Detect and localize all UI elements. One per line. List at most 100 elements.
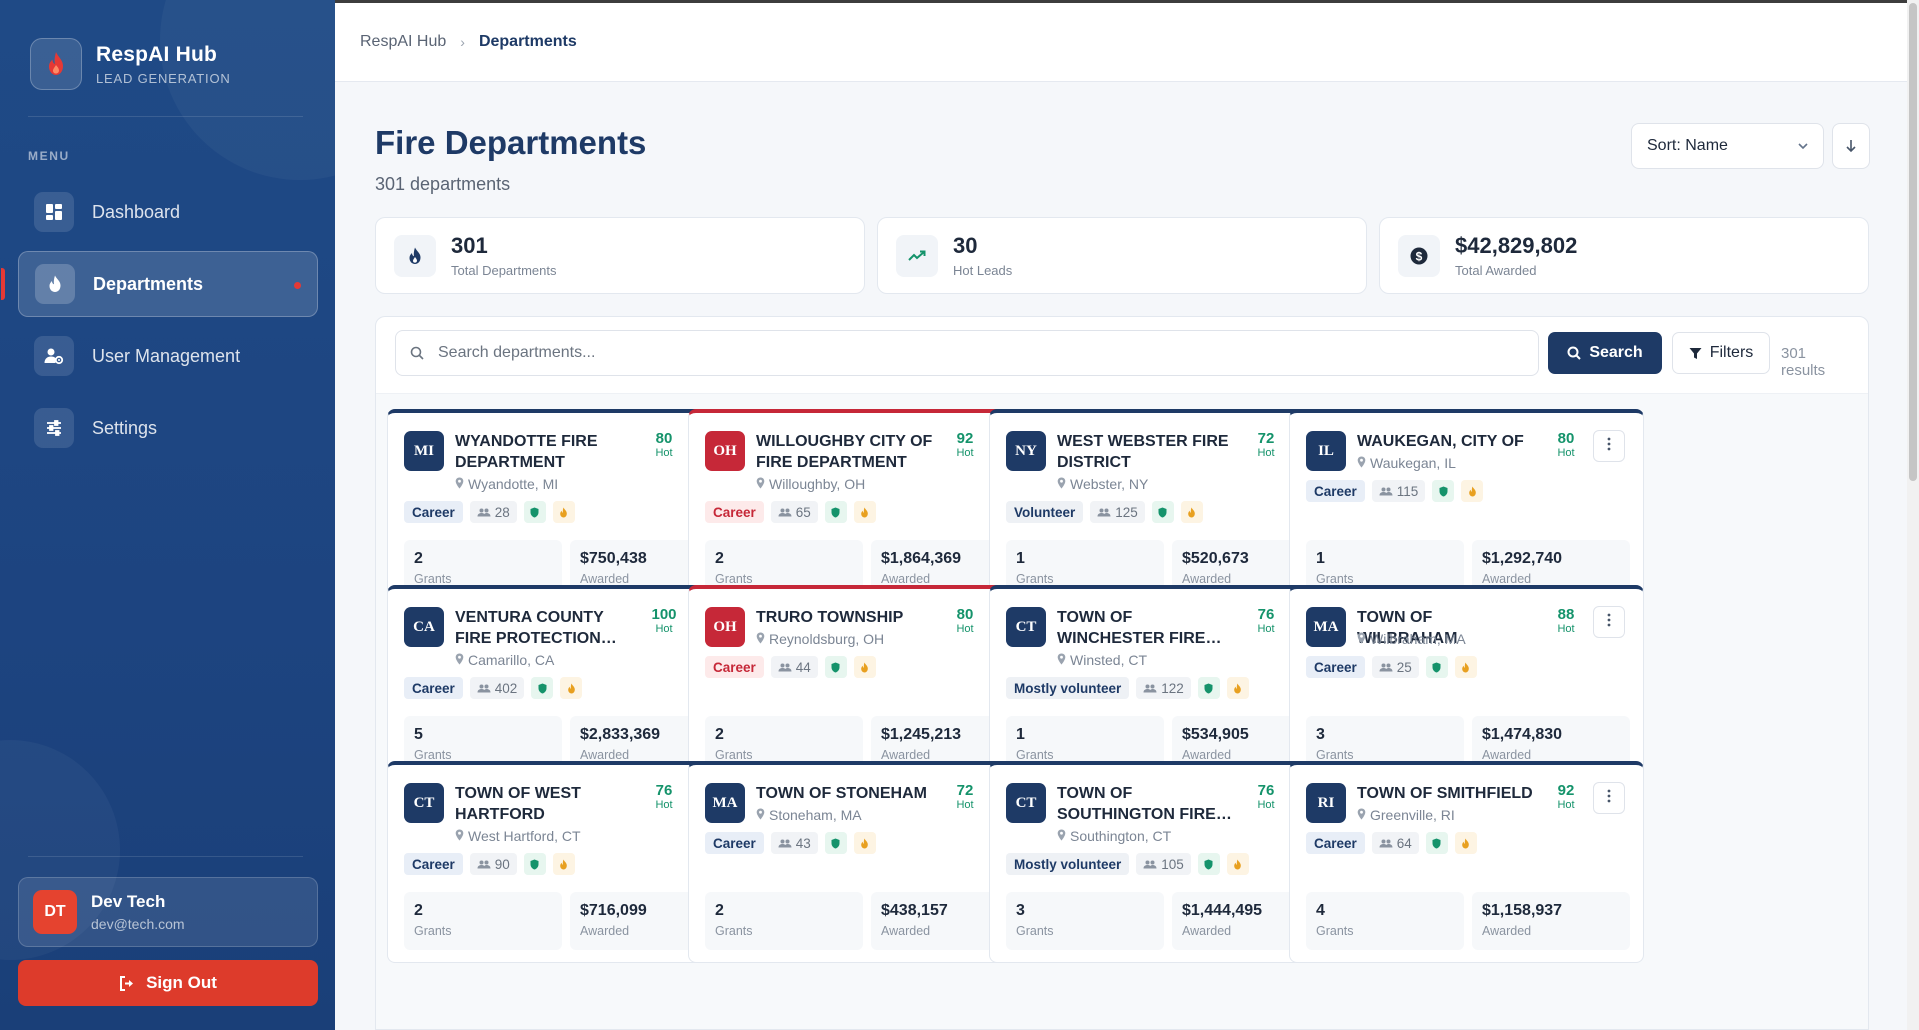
grants-label: Grants bbox=[1016, 924, 1054, 938]
grants-value: 4 bbox=[1316, 902, 1325, 919]
map-pin-icon bbox=[1357, 807, 1370, 823]
personnel-count: 402 bbox=[494, 680, 518, 696]
department-tags: Mostly volunteer 105 bbox=[1006, 853, 1249, 875]
department-type-tag: Career bbox=[404, 677, 463, 699]
scrollbar-thumb[interactable] bbox=[1909, 3, 1917, 481]
awarded-value: $1,158,937 bbox=[1482, 902, 1563, 919]
grants-label: Grants bbox=[414, 748, 452, 762]
sidebar-item-dashboard[interactable]: Dashboard bbox=[18, 179, 318, 245]
shield-icon bbox=[1197, 677, 1220, 699]
lead-score-label: Hot bbox=[956, 447, 974, 459]
users-icon bbox=[1097, 505, 1115, 520]
department-tags: Career 44 bbox=[705, 656, 876, 678]
map-pin-icon bbox=[756, 807, 769, 823]
page-scrollbar[interactable] bbox=[1907, 0, 1919, 1030]
location-text: Camarillo, CA bbox=[468, 652, 555, 668]
department-location: Greenville, RI bbox=[1357, 807, 1455, 823]
personnel-count: 90 bbox=[494, 856, 510, 872]
grants-value: 3 bbox=[1316, 726, 1325, 743]
flame-icon bbox=[394, 234, 436, 277]
sidebar-item-departments[interactable]: Departments bbox=[1, 251, 318, 317]
stat-label: Total Awarded bbox=[1455, 263, 1537, 278]
search-input[interactable] bbox=[438, 344, 1488, 362]
shield-icon bbox=[1425, 832, 1448, 854]
stat-value: $42,829,802 bbox=[1455, 233, 1578, 258]
stat-label: Total Departments bbox=[451, 263, 557, 278]
department-name: TOWN OF SMITHFIELD bbox=[1357, 785, 1533, 802]
lead-score: 76 Hot bbox=[1248, 782, 1284, 812]
lead-score-label: Hot bbox=[1557, 623, 1575, 635]
personnel-count-tag: 43 bbox=[770, 832, 818, 854]
sidebar-item-settings[interactable]: Settings bbox=[18, 395, 318, 461]
department-name: TRURO TOWNSHIP bbox=[756, 609, 904, 626]
department-type-tag: Career bbox=[705, 832, 764, 854]
search-button-label: Search bbox=[1589, 344, 1643, 361]
lead-score-label: Hot bbox=[655, 799, 673, 811]
sidebar-item-user-management[interactable]: User Management bbox=[18, 323, 318, 389]
department-card[interactable]: RI TOWN OF SMITHFIELD Greenville, RI 92 Hot C… bbox=[1289, 761, 1644, 963]
card-more-button[interactable] bbox=[1593, 606, 1625, 638]
grants-value: 3 bbox=[1016, 902, 1025, 919]
results-count: 301 results bbox=[1781, 345, 1826, 379]
awarded-value: $534,905 bbox=[1182, 726, 1249, 743]
department-card[interactable]: MA TOWN OF WILBRAHAM Wilbraham, MA 88 Hot Car… bbox=[1289, 585, 1644, 787]
department-card[interactable]: IL WAUKEGAN, CITY OF Waukegan, IL 80 Hot Care… bbox=[1289, 409, 1644, 611]
awarded-label: Awarded bbox=[580, 924, 630, 938]
lead-score-label: Hot bbox=[1557, 799, 1575, 811]
department-card[interactable]: MI WYANDOTTE FIRE DEPARTMENT Wyandotte, MI… bbox=[387, 409, 742, 611]
flame-icon bbox=[1180, 501, 1203, 523]
department-name: TOWN OF STONEHAM bbox=[756, 785, 927, 802]
map-pin-icon bbox=[1357, 455, 1370, 471]
sort-select[interactable]: Sort: Name bbox=[1631, 123, 1824, 169]
search-button[interactable]: Search bbox=[1548, 332, 1662, 374]
department-tags: Volunteer 125 bbox=[1006, 501, 1203, 523]
brand[interactable]: RespAI Hub LEAD GENERATION bbox=[30, 38, 231, 90]
department-metrics: 4 Grants $1,158,937 Awarded bbox=[1306, 892, 1630, 950]
breadcrumb-root-link[interactable]: RespAI Hub bbox=[360, 33, 447, 50]
department-card[interactable]: CT TOWN OF SOUTHINGTON FIRE DEPARTMENT Sou… bbox=[989, 761, 1344, 963]
map-pin-icon bbox=[756, 631, 769, 647]
card-more-button[interactable] bbox=[1593, 782, 1625, 814]
department-type-tag: Volunteer bbox=[1006, 501, 1084, 523]
users-icon bbox=[477, 681, 495, 696]
map-pin-icon bbox=[1057, 828, 1070, 844]
awarded-value: $1,444,495 bbox=[1182, 902, 1263, 919]
department-type-tag: Career bbox=[1306, 656, 1365, 678]
lead-score: 100 Hot bbox=[646, 607, 682, 636]
flame-icon bbox=[1454, 656, 1477, 678]
card-more-button[interactable] bbox=[1593, 430, 1625, 462]
lead-score: 92 Hot bbox=[947, 431, 983, 460]
flame-icon bbox=[1226, 677, 1249, 699]
sign-out-button[interactable]: Sign Out bbox=[18, 960, 318, 1006]
awarded-value: $520,673 bbox=[1182, 550, 1249, 567]
user-profile-card[interactable]: DT Dev Tech dev@tech.com bbox=[18, 877, 318, 947]
filters-button[interactable]: Filters bbox=[1672, 332, 1770, 374]
department-type-tag: Career bbox=[404, 501, 463, 523]
personnel-count-tag: 105 bbox=[1136, 853, 1191, 875]
lead-score-value: 72 bbox=[956, 782, 974, 799]
sign-out-icon bbox=[120, 975, 134, 991]
department-name: WAUKEGAN, CITY OF bbox=[1357, 433, 1524, 450]
shield-icon bbox=[824, 832, 847, 854]
personnel-count-tag: 115 bbox=[1371, 480, 1426, 502]
department-tags: Career 65 bbox=[705, 501, 876, 523]
grants-label: Grants bbox=[715, 748, 753, 762]
avatar: DT bbox=[33, 890, 77, 934]
more-vertical-icon bbox=[1607, 789, 1611, 808]
location-text: Wilbraham, MA bbox=[1370, 631, 1466, 647]
department-location: Waukegan, IL bbox=[1357, 455, 1456, 471]
menu-heading: MENU bbox=[28, 149, 70, 163]
sort-direction-button[interactable] bbox=[1832, 123, 1870, 169]
state-badge: CT bbox=[1006, 607, 1046, 647]
map-pin-icon bbox=[1057, 652, 1070, 668]
department-type-tag: Career bbox=[705, 501, 764, 523]
users-icon bbox=[1379, 484, 1397, 499]
lead-score-value: 76 bbox=[1257, 782, 1275, 799]
stat-total-awarded: $ $42,829,802 Total Awarded bbox=[1379, 217, 1869, 294]
awarded-value: $1,292,740 bbox=[1482, 550, 1563, 567]
lead-score-value: 76 bbox=[1257, 606, 1275, 623]
department-card[interactable]: CA VENTURA COUNTY FIRE PROTECTION DISTRIC… bbox=[387, 585, 742, 787]
department-card[interactable]: MA TOWN OF STONEHAM Stoneham, MA 72 Hot Caree… bbox=[688, 761, 1043, 963]
sidebar-item-label: Settings bbox=[92, 417, 158, 438]
more-vertical-icon bbox=[1607, 613, 1611, 632]
